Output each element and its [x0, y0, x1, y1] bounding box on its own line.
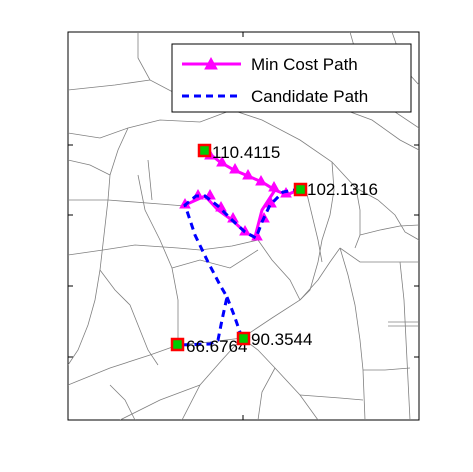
point-label: 66.6764	[186, 337, 247, 356]
point-marker	[197, 143, 212, 158]
legend-min-cost-marker	[204, 56, 218, 70]
point-label: 90.3544	[251, 330, 312, 349]
point-label: 102.1316	[307, 180, 378, 199]
candidate-point-p2: 102.1316	[293, 180, 378, 199]
candidate-path-branch	[225, 296, 244, 339]
legend-box	[171, 43, 412, 113]
candidate-path-line	[177, 187, 301, 347]
point-marker	[170, 337, 185, 352]
point-label: 110.4115	[212, 143, 280, 162]
point-marker	[293, 182, 308, 197]
legend: Min Cost Path Candidate Path	[171, 43, 412, 113]
candidate-point-p3: 90.3544	[236, 330, 312, 349]
point-marker	[236, 331, 251, 346]
legend-min-cost-label: Min Cost Path	[251, 55, 358, 74]
candidate-point-p1: 110.4115	[197, 143, 280, 162]
candidate-point-p4: 66.6764	[170, 337, 247, 356]
axis-ticks	[68, 32, 419, 420]
legend-candidate-label: Candidate Path	[251, 87, 368, 106]
